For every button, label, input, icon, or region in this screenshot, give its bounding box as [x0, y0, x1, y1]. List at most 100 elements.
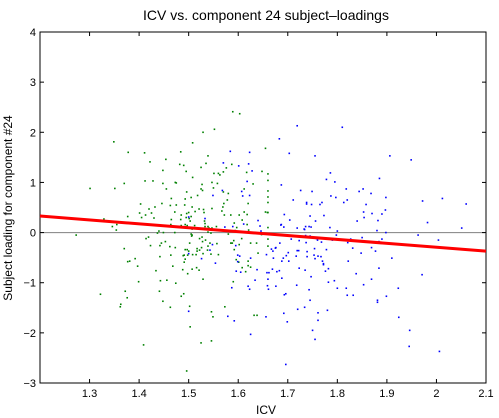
- green-point: [210, 310, 213, 313]
- green-point: [190, 235, 193, 237]
- green-point: [114, 187, 116, 190]
- green-point: [191, 268, 193, 270]
- blue-point: [324, 270, 327, 272]
- green-point: [246, 223, 248, 226]
- blue-point: [296, 227, 298, 229]
- green-point: [267, 196, 269, 198]
- green-point: [174, 282, 177, 285]
- green-point: [241, 266, 243, 269]
- y-tick-label: −2: [23, 328, 36, 340]
- green-point: [164, 240, 167, 243]
- blue-point: [251, 170, 253, 172]
- blue-point: [247, 163, 250, 165]
- blue-point: [283, 312, 285, 315]
- blue-point: [385, 196, 387, 199]
- blue-point: [314, 257, 316, 260]
- green-point: [169, 204, 172, 207]
- green-point: [191, 206, 193, 208]
- blue-point: [284, 363, 287, 366]
- blue-point: [342, 201, 345, 204]
- green-point: [200, 246, 203, 249]
- blue-point: [370, 192, 372, 195]
- green-point: [247, 264, 249, 267]
- blue-point: [370, 246, 373, 249]
- green-point: [200, 342, 202, 344]
- blue-point: [235, 270, 238, 272]
- green-point: [184, 223, 186, 226]
- green-point: [238, 112, 241, 115]
- green-point: [249, 266, 252, 268]
- green-point: [215, 225, 218, 228]
- blue-point: [257, 219, 259, 222]
- blue-point: [246, 180, 248, 183]
- blue-point: [381, 213, 383, 215]
- blue-point: [272, 257, 275, 259]
- y-tick-label: −3: [23, 378, 36, 390]
- green-point: [256, 314, 258, 317]
- blue-point: [385, 231, 387, 234]
- green-point: [193, 224, 196, 227]
- green-point: [165, 188, 168, 190]
- blue-point: [280, 223, 283, 226]
- green-point: [210, 340, 213, 342]
- green-point: [127, 151, 130, 154]
- blue-point: [279, 242, 281, 244]
- green-point: [211, 181, 213, 184]
- blue-point: [267, 288, 270, 291]
- blue-point: [305, 241, 307, 244]
- green-point: [161, 202, 163, 205]
- blue-point: [384, 209, 387, 211]
- green-point: [230, 163, 233, 166]
- blue-point: [248, 194, 251, 197]
- blue-point: [335, 196, 337, 199]
- green-point: [204, 222, 206, 225]
- blue-point: [352, 294, 354, 297]
- green-point: [103, 218, 105, 220]
- green-point: [111, 225, 114, 228]
- blue-point: [410, 159, 412, 161]
- green-point: [126, 260, 129, 263]
- blue-point: [421, 273, 423, 276]
- blue-point: [362, 211, 365, 213]
- green-point: [209, 242, 211, 244]
- blue-point: [266, 271, 268, 274]
- green-point: [267, 190, 269, 192]
- green-point: [184, 198, 186, 200]
- blue-point: [408, 329, 411, 332]
- blue-point: [304, 269, 306, 271]
- green-point: [182, 292, 185, 295]
- blue-point: [317, 312, 319, 314]
- x-tick-label: 1.8: [330, 388, 345, 400]
- blue-point: [345, 188, 348, 190]
- green-point: [222, 191, 225, 193]
- green-point: [175, 182, 178, 184]
- green-point: [150, 212, 153, 214]
- green-point: [138, 212, 141, 214]
- green-point: [216, 242, 218, 245]
- green-point: [202, 252, 204, 255]
- blue-point: [321, 260, 324, 262]
- blue-point: [274, 247, 277, 249]
- blue-point: [227, 315, 229, 318]
- green-point: [267, 179, 269, 182]
- blue-point: [341, 126, 344, 129]
- green-point: [205, 162, 207, 165]
- blue-point: [356, 220, 358, 222]
- blue-point: [363, 216, 365, 219]
- blue-point: [230, 286, 233, 289]
- green-point: [169, 306, 172, 309]
- x-axis-title: ICV: [256, 403, 276, 417]
- green-point: [170, 223, 172, 226]
- blue-point: [421, 200, 424, 202]
- x-tick-label: 2.1: [478, 388, 493, 400]
- blue-point: [281, 277, 283, 280]
- green-point: [267, 245, 269, 247]
- green-point: [211, 207, 213, 210]
- blue-point: [231, 225, 234, 228]
- green-point: [188, 217, 190, 220]
- regression-line: [39, 214, 487, 253]
- green-point: [156, 232, 159, 234]
- green-point: [170, 218, 173, 221]
- blue-point: [346, 199, 349, 201]
